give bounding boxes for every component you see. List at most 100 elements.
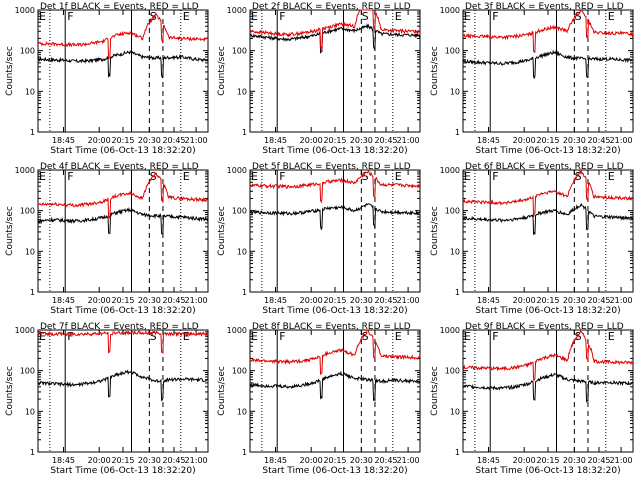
marker-label-s: S <box>575 10 582 23</box>
chart-title: Det 8f BLACK = Events, RED = LLD <box>252 322 411 332</box>
y-tick-label: 1000 <box>440 6 460 15</box>
plot-frame <box>37 9 209 133</box>
x-tick-label: 20:15 <box>111 136 134 145</box>
x-tick-label: 20:30 <box>563 296 586 305</box>
y-tick-label: 1000 <box>440 326 460 335</box>
marker-label-f: F <box>279 170 285 183</box>
plot-frame <box>462 329 634 453</box>
marker-label-f: F <box>67 170 73 183</box>
x-tick-label: 20:00 <box>88 456 111 465</box>
x-tick-label: 20:45 <box>162 136 185 145</box>
x-tick-label: 20:45 <box>374 456 397 465</box>
chart-title: Det 2f BLACK = Events, RED = LLD <box>252 2 411 12</box>
y-tick-label: 1000 <box>440 166 460 175</box>
marker-label-s: S <box>362 10 369 23</box>
marker-label-e-end: E <box>395 10 402 23</box>
y-tick-label: 1 <box>455 128 460 137</box>
x-tick-label: 20:30 <box>350 136 373 145</box>
y-tick-label: 100 <box>445 207 460 216</box>
x-tick-label: 20:30 <box>138 136 161 145</box>
x-tick-label: 20:45 <box>162 296 185 305</box>
marker-label-e-start: E <box>464 330 471 343</box>
y-tick-label: 100 <box>445 367 460 376</box>
y-tick-label: 1000 <box>227 6 247 15</box>
chart-panel-5: Det 5f BLACK = Events, RED = LLD 1 10 100 10… <box>217 162 421 316</box>
x-axis-label: Start Time (06-Oct-13 18:32:20) <box>262 466 407 476</box>
y-tick-label: 10 <box>237 247 247 256</box>
x-tick-label: 20:00 <box>300 136 323 145</box>
marker-label-f: F <box>492 170 498 183</box>
y-tick-label: 10 <box>25 87 35 96</box>
y-tick-label: 1000 <box>15 326 35 335</box>
marker-label-f: F <box>492 330 498 343</box>
y-tick-label: 1000 <box>15 166 35 175</box>
marker-label-e-start: E <box>251 170 258 183</box>
marker-label-e-start: E <box>39 10 46 23</box>
marker-label-s: S <box>362 330 369 343</box>
chart-panel-6: Det 6f BLACK = Events, RED = LLD 1 10 100 10… <box>430 162 634 316</box>
marker-label-e-start: E <box>464 170 471 183</box>
x-tick-label: 20:45 <box>162 456 185 465</box>
y-tick-label: 1 <box>242 448 247 457</box>
x-tick-label: 20:30 <box>350 456 373 465</box>
y-tick-label: 100 <box>20 367 35 376</box>
chart-title: Det 6f BLACK = Events, RED = LLD <box>465 162 624 172</box>
plot-frame <box>249 329 421 453</box>
marker-label-f: F <box>492 10 498 23</box>
series-line-black <box>249 23 421 54</box>
y-tick-label: 10 <box>450 247 460 256</box>
y-tick-label: 1000 <box>227 166 247 175</box>
x-tick-label: 20:15 <box>536 296 559 305</box>
y-tick-label: 10 <box>237 407 247 416</box>
x-tick-label: 21:00 <box>610 136 633 145</box>
marker-label-e-end: E <box>183 10 190 23</box>
marker-label-e-start: E <box>464 10 471 23</box>
plot-frame <box>462 169 634 293</box>
marker-label-f: F <box>279 10 285 23</box>
plot-frame <box>249 169 421 293</box>
x-tick-label: 20:00 <box>88 136 111 145</box>
series-line-black <box>38 50 209 79</box>
chart-title: Det 4f BLACK = Events, RED = LLD <box>40 162 199 172</box>
x-tick-label: 20:30 <box>350 296 373 305</box>
series-line-black <box>37 207 209 235</box>
marker-label-e-end: E <box>183 170 190 183</box>
y-axis-label: Counts/sec <box>217 366 227 416</box>
y-tick-label: 1000 <box>227 326 247 335</box>
y-tick-label: 1 <box>30 128 35 137</box>
x-axis-label: Start Time (06-Oct-13 18:32:20) <box>475 466 620 476</box>
marker-label-f: F <box>67 330 73 343</box>
x-tick-label: 20:00 <box>513 136 536 145</box>
y-tick-label: 10 <box>25 407 35 416</box>
chart-title: Det 7f BLACK = Events, RED = LLD <box>40 322 199 332</box>
marker-label-e-end: E <box>395 170 402 183</box>
chart-panel-4: Det 4f BLACK = Events, RED = LLD 1 10 100 10… <box>5 162 209 316</box>
x-tick-label: 20:45 <box>587 136 610 145</box>
x-tick-label: 21:00 <box>397 296 420 305</box>
x-tick-label: 18:45 <box>477 296 500 305</box>
x-tick-label: 18:45 <box>52 136 75 145</box>
y-tick-label: 1000 <box>15 6 35 15</box>
y-tick-label: 1 <box>30 288 35 297</box>
x-tick-label: 21:00 <box>610 296 633 305</box>
chart-panel-1: Det 1f BLACK = Events, RED = LLD 1 10 100 10… <box>5 2 209 156</box>
y-tick-label: 10 <box>237 87 247 96</box>
x-tick-label: 20:00 <box>300 456 323 465</box>
series-line-red <box>463 330 634 381</box>
x-tick-label: 20:45 <box>587 456 610 465</box>
x-tick-label: 20:15 <box>323 136 346 145</box>
y-tick-label: 1 <box>455 448 460 457</box>
y-tick-label: 1 <box>242 128 247 137</box>
x-tick-label: 20:15 <box>536 136 559 145</box>
series-line-red <box>462 9 634 53</box>
y-tick-label: 1 <box>30 448 35 457</box>
series-line-red <box>249 329 421 375</box>
chart-panel-9: Det 9f BLACK = Events, RED = LLD 1 10 100 10… <box>430 322 634 476</box>
x-tick-label: 20:30 <box>138 296 161 305</box>
y-tick-label: 100 <box>20 47 35 56</box>
marker-label-e-start: E <box>39 330 46 343</box>
y-tick-label: 100 <box>232 367 247 376</box>
x-axis-label: Start Time (06-Oct-13 18:32:20) <box>475 306 620 316</box>
marker-label-s: S <box>362 170 369 183</box>
